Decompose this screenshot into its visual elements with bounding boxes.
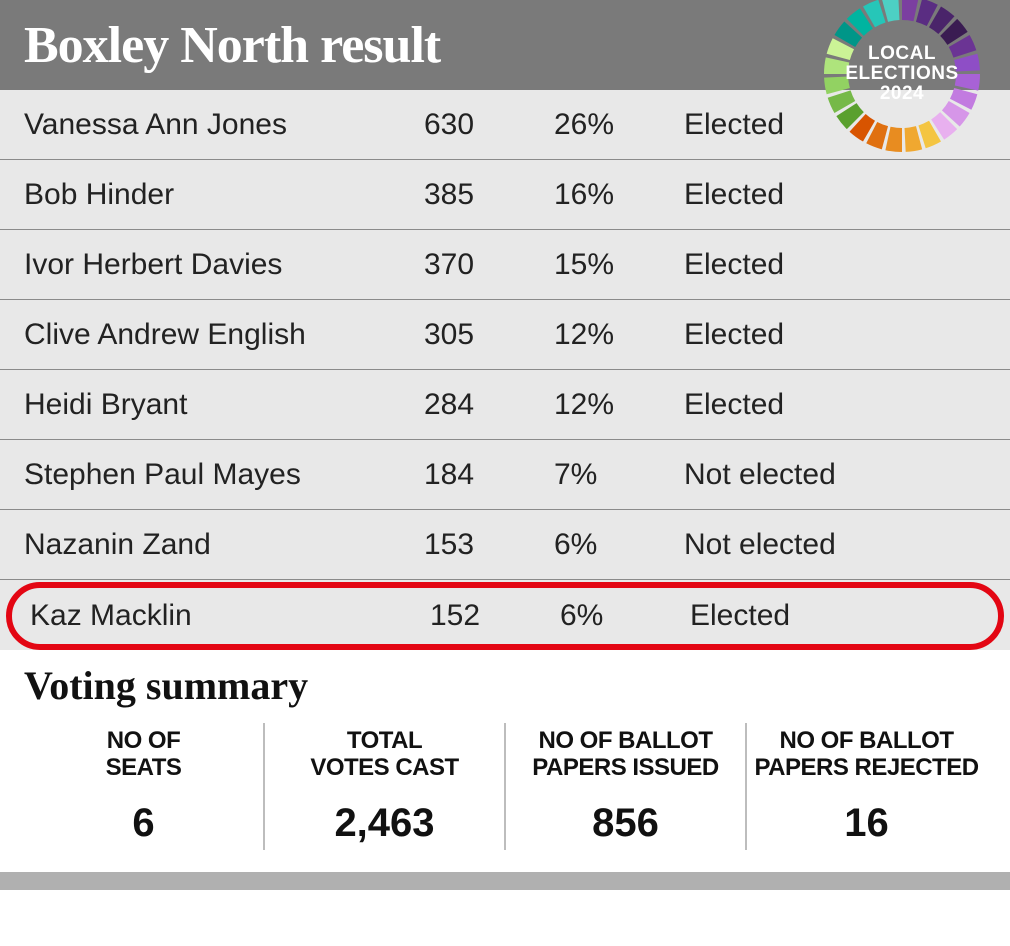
summary-cell: NO OF BALLOTPAPERS REJECTED 16 xyxy=(747,723,986,850)
candidate-name: Kaz Macklin xyxy=(30,599,430,633)
summary-value: 16 xyxy=(753,801,980,846)
candidate-votes: 184 xyxy=(424,458,554,492)
candidate-percent: 6% xyxy=(560,599,690,633)
table-row: Kaz Macklin1526%Elected xyxy=(6,582,1004,650)
candidate-name: Stephen Paul Mayes xyxy=(24,458,424,492)
candidate-status: Elected xyxy=(690,599,980,633)
candidate-name: Ivor Herbert Davies xyxy=(24,248,424,282)
candidate-status: Not elected xyxy=(684,528,986,562)
table-row: Heidi Bryant28412%Elected xyxy=(0,370,1010,440)
summary-label: NO OFSEATS xyxy=(30,727,257,783)
candidate-percent: 6% xyxy=(554,528,684,562)
candidate-status: Elected xyxy=(684,248,986,282)
table-row: Stephen Paul Mayes1847%Not elected xyxy=(0,440,1010,510)
summary-grid: NO OFSEATS6TOTALVOTES CAST2,463NO OF BAL… xyxy=(24,723,986,850)
table-row: Ivor Herbert Davies37015%Elected xyxy=(0,230,1010,300)
summary-value: 856 xyxy=(512,801,739,846)
candidate-name: Nazanin Zand xyxy=(24,528,424,562)
candidate-percent: 12% xyxy=(554,388,684,422)
table-row: Bob Hinder38516%Elected xyxy=(0,160,1010,230)
summary-label: TOTALVOTES CAST xyxy=(271,727,498,783)
summary-title: Voting summary xyxy=(24,662,986,709)
candidate-votes: 153 xyxy=(424,528,554,562)
summary-value: 6 xyxy=(30,801,257,846)
candidate-status: Elected xyxy=(684,108,986,142)
table-row: Vanessa Ann Jones63026%Elected xyxy=(0,90,1010,160)
candidate-percent: 26% xyxy=(554,108,684,142)
candidate-status: Elected xyxy=(684,318,986,352)
candidate-name: Clive Andrew English xyxy=(24,318,424,352)
candidate-votes: 385 xyxy=(424,178,554,212)
candidate-name: Heidi Bryant xyxy=(24,388,424,422)
summary-cell: NO OF BALLOTPAPERS ISSUED 856 xyxy=(506,723,747,850)
summary-label: NO OF BALLOTPAPERS ISSUED xyxy=(512,727,739,783)
candidate-votes: 284 xyxy=(424,388,554,422)
table-row: Nazanin Zand1536%Not elected xyxy=(0,510,1010,580)
candidate-votes: 152 xyxy=(430,599,560,633)
candidate-votes: 630 xyxy=(424,108,554,142)
badge-line1: LOCAL xyxy=(845,44,958,64)
page-title: Boxley North result xyxy=(24,16,440,75)
summary-value: 2,463 xyxy=(271,801,498,846)
voting-summary: Voting summary NO OFSEATS6TOTALVOTES CAS… xyxy=(0,650,1010,872)
candidate-name: Vanessa Ann Jones xyxy=(24,108,424,142)
candidate-name: Bob Hinder xyxy=(24,178,424,212)
summary-cell: NO OFSEATS 6 xyxy=(24,723,265,850)
candidate-percent: 7% xyxy=(554,458,684,492)
candidate-status: Elected xyxy=(684,388,986,422)
footer-bar xyxy=(0,872,1010,890)
candidate-votes: 305 xyxy=(424,318,554,352)
summary-label: NO OF BALLOTPAPERS REJECTED xyxy=(753,727,980,783)
table-row: Clive Andrew English30512%Elected xyxy=(0,300,1010,370)
results-table: Vanessa Ann Jones63026%ElectedBob Hinder… xyxy=(0,90,1010,650)
candidate-status: Not elected xyxy=(684,458,986,492)
candidate-percent: 16% xyxy=(554,178,684,212)
infographic-container: Boxley North result LOCAL ELECTIONS 2024… xyxy=(0,0,1010,890)
candidate-percent: 12% xyxy=(554,318,684,352)
candidate-percent: 15% xyxy=(554,248,684,282)
candidate-status: Elected xyxy=(684,178,986,212)
badge-line2: ELECTIONS xyxy=(845,64,958,84)
candidate-votes: 370 xyxy=(424,248,554,282)
header-bar: Boxley North result LOCAL ELECTIONS 2024 xyxy=(0,0,1010,90)
summary-cell: TOTALVOTES CAST 2,463 xyxy=(265,723,506,850)
